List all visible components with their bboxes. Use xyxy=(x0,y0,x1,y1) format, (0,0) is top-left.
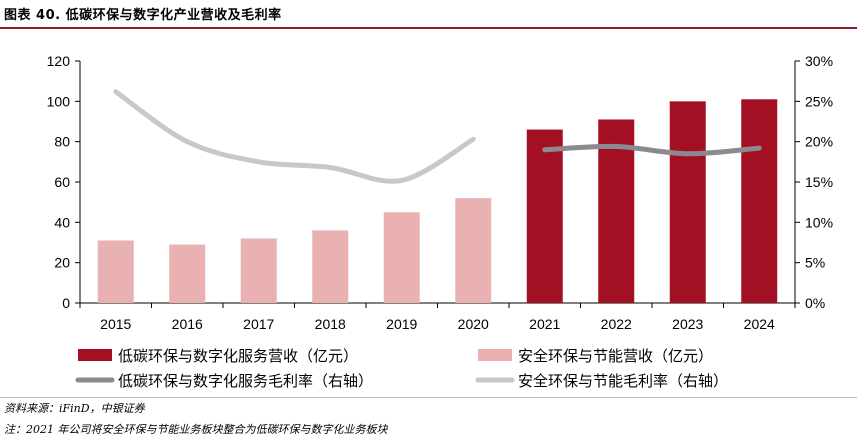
lowcarbon-revenue-bar xyxy=(526,129,563,303)
right-tick-label: 30% xyxy=(805,53,833,69)
revenue-margin-chart: 0 20 40 60 80 100 120 0% 5% 10% 15% 20% 25% 30% 2015 20… xyxy=(47,53,833,390)
left-tick-label: 20 xyxy=(54,255,70,271)
x-tick-label: 2023 xyxy=(672,316,703,332)
x-tick-label: 2020 xyxy=(458,316,489,332)
note-text: 注：2021 年公司将安全环保与节能业务板块整合为低碳环保与数字化业务板块 xyxy=(4,423,388,436)
right-tick-label: 10% xyxy=(805,214,833,230)
source-text: 资料来源：iFinD，中银证券 xyxy=(4,402,145,415)
x-tick-label: 2024 xyxy=(744,316,775,332)
figure-title: 图表 40. 低碳环保与数字化产业营收及毛利率 xyxy=(4,8,282,23)
x-tick-label: 2015 xyxy=(100,316,131,332)
x-tick-label: 2019 xyxy=(386,316,417,332)
legend-lowcarbon-revenue-label: 低碳环保与数字化服务营收（亿元） xyxy=(118,347,358,365)
title-rule xyxy=(0,27,857,29)
left-tick-label: 40 xyxy=(54,214,70,230)
safety-revenue-bar xyxy=(455,198,492,303)
safety-revenue-bar xyxy=(312,230,349,303)
right-tick-label: 5% xyxy=(805,255,825,271)
safety-revenue-bar xyxy=(240,238,277,303)
legend-safety-margin-label: 安全环保与节能毛利率（右轴） xyxy=(518,372,728,390)
safety-margin-line xyxy=(113,89,476,184)
x-tick-label: 2018 xyxy=(315,316,346,332)
left-tick-label: 100 xyxy=(47,93,71,109)
right-tick-label: 15% xyxy=(805,174,833,190)
safety-revenue-bar xyxy=(169,244,206,303)
x-tick-label: 2021 xyxy=(529,316,560,332)
source-rule xyxy=(0,397,857,398)
legend-lowcarbon-margin-label: 低碳环保与数字化服务毛利率（右轴） xyxy=(118,372,373,390)
right-tick-label: 25% xyxy=(805,93,833,109)
safety-revenue-bar xyxy=(383,212,420,303)
lowcarbon-revenue-bar xyxy=(669,101,706,303)
lowcarbon-revenue-bar xyxy=(741,99,778,303)
legend-lowcarbon-revenue-swatch xyxy=(78,349,112,361)
x-tick-label: 2022 xyxy=(601,316,632,332)
legend-safety-revenue-swatch xyxy=(478,349,512,361)
legend-safety-revenue-label: 安全环保与节能营收（亿元） xyxy=(518,347,713,365)
x-tick-label: 2016 xyxy=(172,316,203,332)
lowcarbon-revenue-bar xyxy=(598,119,635,303)
left-tick-label: 0 xyxy=(62,295,70,311)
x-tick-label: 2017 xyxy=(243,316,274,332)
left-tick-label: 80 xyxy=(54,134,70,150)
safety-revenue-bar xyxy=(97,240,134,303)
right-tick-label: 20% xyxy=(805,134,833,150)
right-tick-label: 0% xyxy=(805,295,825,311)
left-tick-label: 60 xyxy=(54,174,70,190)
lowcarbon-margin-line xyxy=(542,143,762,157)
left-tick-label: 120 xyxy=(47,53,71,69)
